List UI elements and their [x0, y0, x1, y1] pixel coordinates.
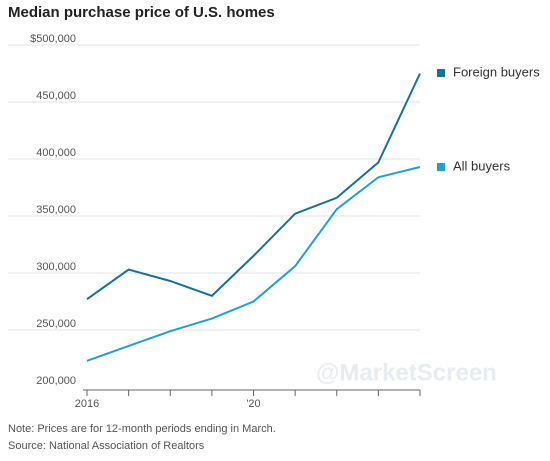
legend-swatch — [437, 69, 445, 77]
y-tick-label: 350,000 — [36, 204, 76, 216]
y-tick-label: 300,000 — [36, 261, 76, 273]
y-tick-label: 450,000 — [36, 90, 76, 102]
watermark: @MarketScreen — [316, 359, 497, 386]
legend-label: All buyers — [453, 158, 511, 173]
y-tick-label: 200,000 — [36, 375, 76, 387]
source: Source: National Association of Realtors — [8, 440, 205, 452]
y-tick-label: 400,000 — [36, 147, 76, 159]
y-tick-label: 250,000 — [36, 318, 76, 330]
legend-label: Foreign buyers — [453, 64, 540, 79]
series-line — [86, 73, 421, 301]
note: Note: Prices are for 12-month periods en… — [8, 423, 276, 435]
x-tick-label: '20 — [246, 398, 260, 410]
y-tick-label: $500,000 — [30, 33, 76, 45]
chart-title: Median purchase price of U.S. homes — [8, 4, 275, 21]
series-line — [86, 166, 421, 362]
legend-swatch — [437, 163, 445, 171]
x-tick-label: 2016 — [75, 398, 99, 410]
